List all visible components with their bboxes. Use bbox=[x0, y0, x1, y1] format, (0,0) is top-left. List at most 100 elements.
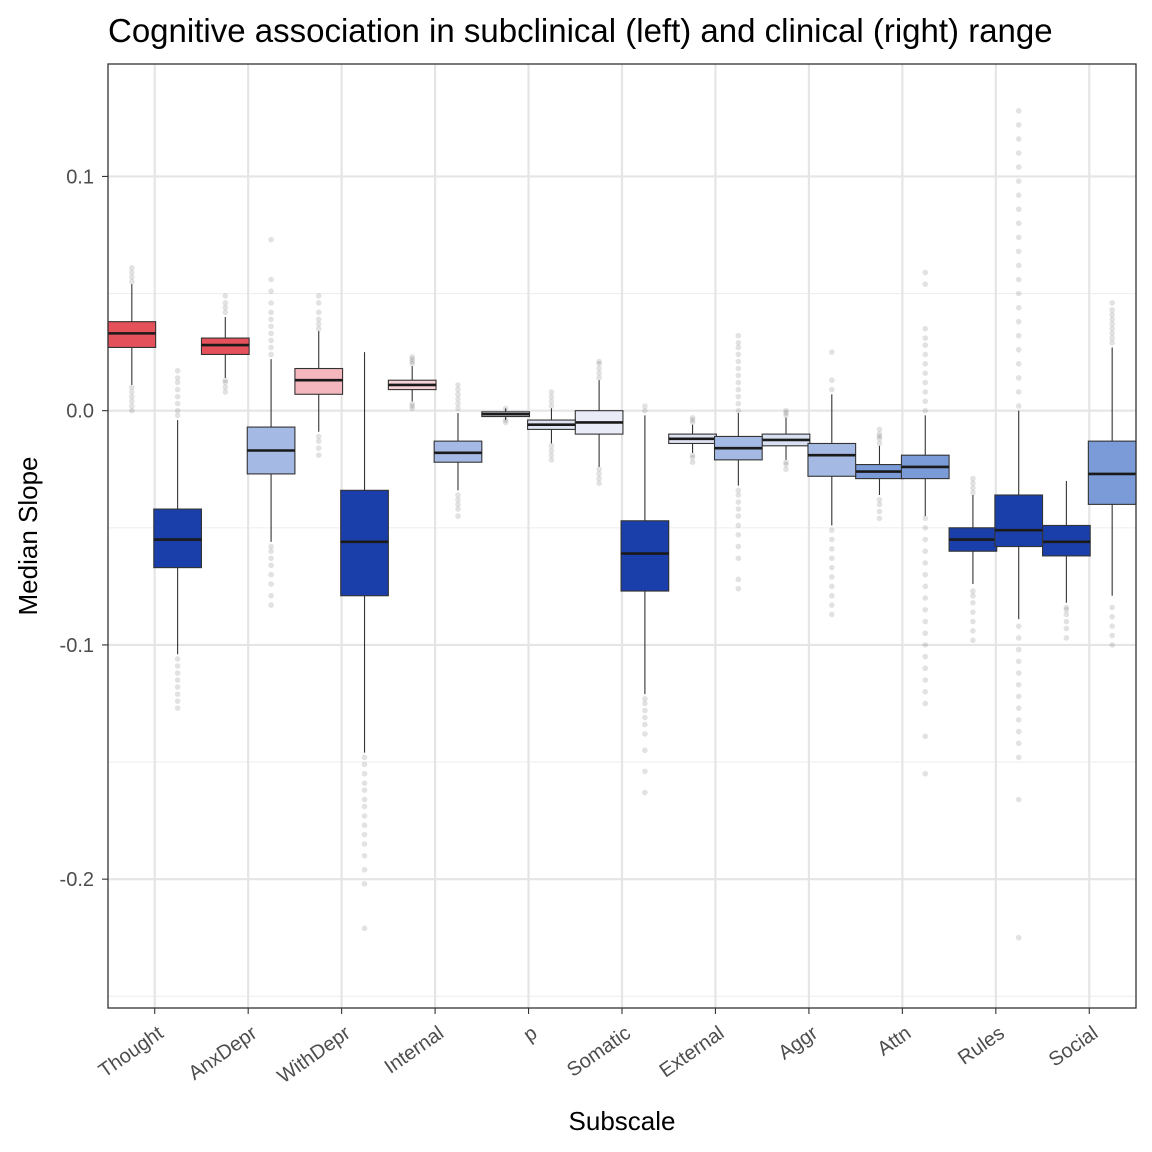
x-tick-label: AnxDepr bbox=[185, 1022, 262, 1085]
outlier-point bbox=[829, 536, 835, 543]
outlier-point bbox=[876, 496, 883, 503]
x-tick-label: Rules bbox=[954, 1022, 1009, 1069]
outlier-point bbox=[829, 377, 835, 384]
outlier-point bbox=[315, 325, 322, 332]
outlier-point bbox=[829, 592, 835, 599]
outlier-point bbox=[783, 410, 789, 416]
box-group bbox=[574, 358, 624, 487]
outlier-point bbox=[922, 618, 929, 625]
outlier-point bbox=[268, 276, 274, 283]
outlier-point bbox=[829, 386, 835, 393]
outlier-point bbox=[642, 407, 648, 414]
outlier-point bbox=[642, 695, 648, 702]
outlier-point bbox=[1109, 311, 1115, 318]
outlier-point bbox=[829, 574, 835, 580]
outlier-point bbox=[1015, 361, 1022, 367]
box-group bbox=[1087, 300, 1137, 648]
outlier-point bbox=[735, 365, 742, 372]
outlier-point bbox=[922, 269, 929, 276]
outlier-point bbox=[922, 335, 929, 341]
outlier-point bbox=[1015, 389, 1022, 395]
outlier-point bbox=[361, 822, 368, 829]
outlier-point bbox=[735, 372, 742, 379]
outlier-point bbox=[268, 602, 274, 608]
outlier-point bbox=[1015, 740, 1022, 747]
outlier-point bbox=[455, 405, 461, 412]
outlier-point bbox=[970, 618, 976, 625]
outlier-point bbox=[642, 747, 648, 754]
outlier-point bbox=[1063, 604, 1070, 611]
outlier-point bbox=[642, 789, 648, 796]
outlier-point bbox=[129, 407, 135, 414]
boxes-layer bbox=[107, 108, 1137, 941]
outlier-point bbox=[735, 532, 742, 538]
outlier-point bbox=[315, 445, 322, 451]
outlier-point bbox=[222, 309, 229, 316]
outlier-point bbox=[129, 389, 135, 395]
outlier-point bbox=[735, 492, 742, 498]
outlier-point bbox=[1109, 335, 1115, 341]
outlier-point bbox=[783, 466, 789, 473]
outlier-point bbox=[922, 351, 929, 358]
outlier-point bbox=[129, 384, 135, 391]
outlier-point bbox=[268, 592, 274, 599]
outlier-point bbox=[1015, 934, 1022, 941]
outlier-point bbox=[922, 361, 929, 367]
box-group bbox=[620, 403, 670, 796]
outlier-point bbox=[409, 354, 415, 360]
outlier-point bbox=[455, 496, 461, 503]
outlier-point bbox=[783, 412, 789, 419]
outlier-point bbox=[174, 670, 181, 676]
outlier-point bbox=[1015, 403, 1022, 409]
outlier-point bbox=[735, 585, 742, 592]
outlier-point bbox=[222, 379, 229, 386]
outlier-point bbox=[502, 405, 509, 412]
outlier-point bbox=[1109, 330, 1115, 337]
outlier-point bbox=[315, 433, 322, 440]
outlier-point bbox=[596, 466, 602, 473]
outlier-point bbox=[315, 309, 322, 316]
outlier-point bbox=[922, 370, 929, 377]
outlier-point bbox=[548, 389, 555, 395]
outlier-point bbox=[689, 454, 696, 461]
outlier-point bbox=[129, 269, 135, 276]
outlier-point bbox=[315, 438, 322, 444]
outlier-point bbox=[1015, 192, 1022, 198]
outlier-point bbox=[596, 365, 602, 372]
outlier-point bbox=[829, 349, 835, 355]
outlier-point bbox=[596, 361, 602, 367]
outlier-point bbox=[268, 337, 274, 344]
outlier-point bbox=[268, 288, 274, 295]
outlier-point bbox=[735, 400, 742, 407]
outlier-point bbox=[1015, 150, 1022, 156]
outlier-point bbox=[315, 452, 322, 458]
outlier-point bbox=[129, 274, 135, 280]
outlier-point bbox=[409, 400, 415, 407]
outlier-point bbox=[735, 487, 742, 494]
outlier-point bbox=[548, 403, 555, 409]
outlier-point bbox=[970, 592, 976, 599]
outlier-point bbox=[361, 881, 368, 887]
outlier-point bbox=[922, 515, 929, 522]
x-tick-label: Somatic bbox=[563, 1022, 635, 1081]
outlier-point bbox=[174, 368, 181, 374]
outlier-point bbox=[642, 721, 648, 728]
chart-title: Cognitive association in subclinical (le… bbox=[108, 12, 1053, 49]
outlier-point bbox=[829, 555, 835, 562]
outlier-point bbox=[689, 414, 696, 421]
outlier-point bbox=[922, 525, 929, 531]
outlier-point bbox=[1015, 304, 1022, 311]
outlier-point bbox=[689, 419, 696, 426]
outlier-point bbox=[548, 452, 555, 458]
outlier-point bbox=[735, 513, 742, 519]
outlier-point bbox=[970, 609, 976, 615]
outlier-point bbox=[268, 316, 274, 323]
outlier-point bbox=[129, 393, 135, 400]
outlier-point bbox=[174, 386, 181, 393]
box-group bbox=[153, 368, 203, 711]
box-group bbox=[668, 414, 717, 466]
outlier-point bbox=[455, 492, 461, 498]
y-axis-title: Median Slope bbox=[13, 457, 43, 616]
outlier-point bbox=[922, 583, 929, 590]
box-group bbox=[387, 354, 437, 412]
